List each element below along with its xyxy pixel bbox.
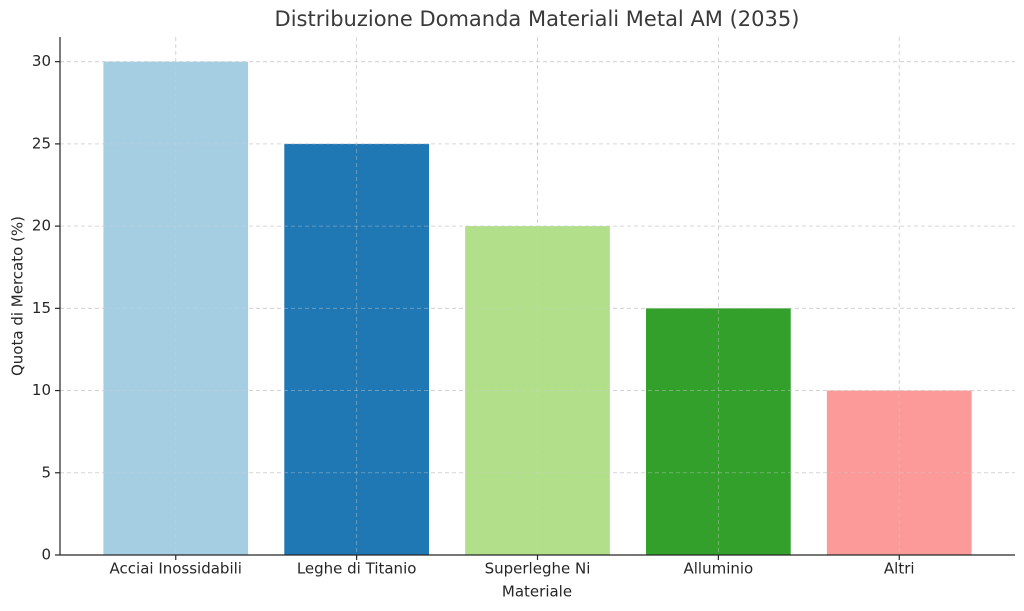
x-tick-label: Leghe di Titanio [297, 560, 417, 578]
x-axis-label: Materiale [502, 583, 572, 601]
y-tick-label: 0 [41, 546, 51, 564]
y-tick-label: 10 [32, 381, 51, 399]
x-tick-label: Acciai Inossidabili [110, 560, 242, 578]
y-axis-label: Quota di Mercato (%) [9, 216, 27, 376]
x-tick-label: Altri [884, 560, 915, 578]
chart-title: Distribuzione Domanda Materiali Metal AM… [275, 7, 800, 31]
y-tick-label: 5 [41, 463, 51, 481]
x-tick-label: Superleghe Ni [485, 560, 591, 578]
y-tick-label: 20 [32, 217, 51, 235]
y-tick-label: 25 [32, 134, 51, 152]
x-tick-label: Alluminio [684, 560, 754, 578]
y-tick-label: 30 [32, 52, 51, 70]
y-tick-label: 15 [32, 299, 51, 317]
